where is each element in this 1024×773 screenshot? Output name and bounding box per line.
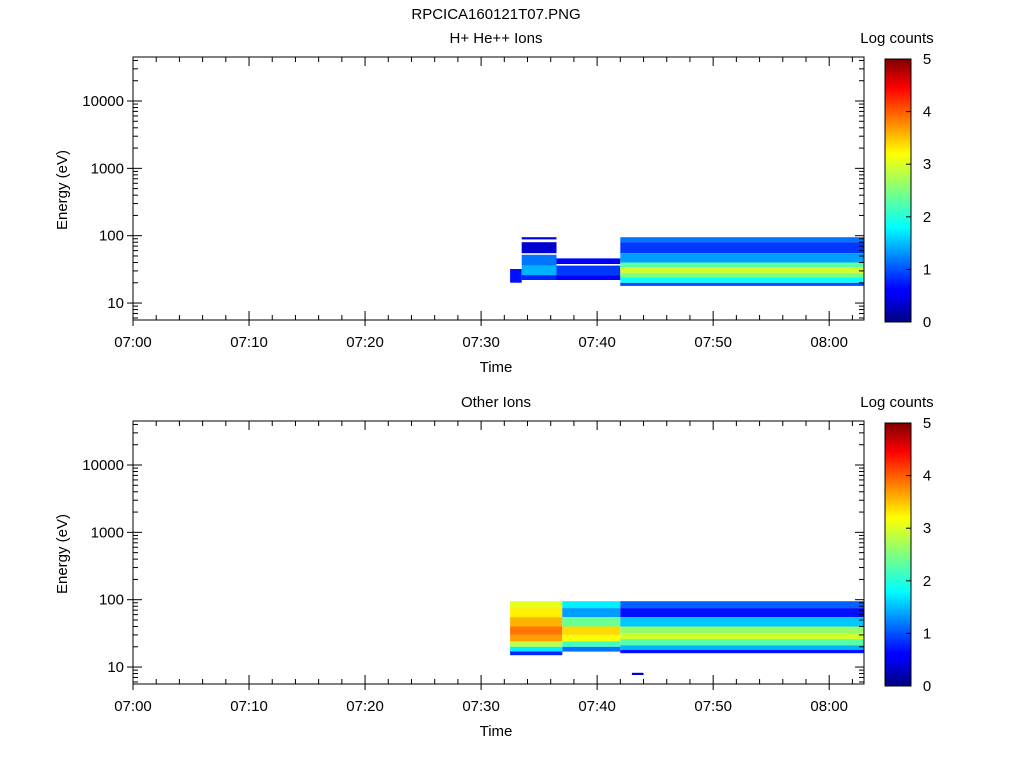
heatmap-cell [510, 269, 522, 283]
colorbar-tick-label: 4 [923, 104, 931, 121]
heatmap-cells [510, 237, 864, 286]
heatmap-cell [556, 258, 621, 264]
colorbar-tick-label: 2 [923, 573, 931, 590]
heatmap-cell [562, 626, 621, 635]
heatmap-cell [521, 254, 557, 266]
heatmap-cell [510, 646, 563, 652]
heatmap-cell [556, 275, 621, 280]
heatmap-cell [521, 237, 557, 240]
heatmap-cell [562, 634, 621, 642]
figure-title: RPCICA160121T07.PNG [411, 6, 580, 23]
heatmap-cell [620, 272, 864, 278]
x-tick-label: 07:40 [578, 334, 616, 351]
colorbar-gradient [884, 422, 912, 687]
x-tick-label: 07:20 [346, 334, 384, 351]
heatmap-cell [521, 275, 557, 280]
x-tick-label: 07:10 [230, 334, 268, 351]
colorbar-label: Log counts [860, 394, 933, 411]
heatmap-cell [620, 626, 864, 633]
colorbar-gradient [884, 58, 912, 323]
colorbar: 0 1 2 3 4 5 [884, 51, 931, 331]
colorbar-tick-label: 0 [923, 678, 931, 695]
heatmap-cell [620, 608, 864, 618]
colorbar-tick-label: 2 [923, 209, 931, 226]
heatmap-cell [620, 253, 864, 263]
x-axis-label: Time [480, 359, 513, 376]
colorbar-tick-label: 1 [923, 625, 931, 642]
panel-h-he-ions: H+ He++ Ions Energy (eV) Time Log counts… [54, 30, 934, 376]
x-tick-label: 07:30 [462, 698, 500, 715]
heatmap-cell [620, 242, 864, 254]
colorbar-tick-label: 4 [923, 468, 931, 485]
heatmap-cell [620, 639, 864, 646]
heatmap-cell [510, 641, 563, 647]
colorbar-tick-label: 1 [923, 261, 931, 278]
x-tick-label: 07:30 [462, 334, 500, 351]
heatmap-cell [562, 601, 621, 609]
y-tick-label: 10000 [82, 93, 124, 110]
heatmap-cell [562, 641, 621, 647]
heatmap-cell [510, 634, 563, 642]
y-tick-label: 100 [99, 592, 124, 609]
heatmap-cell [510, 626, 563, 635]
axes: 07:00 07:10 07:20 07:30 07:40 07:50 08:00 10 100… [82, 420, 865, 715]
heatmap-cell [620, 633, 864, 640]
colorbar: 0 1 2 3 4 5 [884, 415, 931, 695]
heatmap-cell [510, 608, 563, 618]
y-tick-label: 10 [107, 659, 124, 676]
x-tick-label: 07:10 [230, 698, 268, 715]
y-tick-label: 10000 [82, 457, 124, 474]
y-tick-label: 1000 [91, 160, 124, 177]
x-tick-label: 07:50 [694, 698, 732, 715]
heatmap-cell [631, 672, 644, 675]
heatmap-cell [620, 649, 864, 654]
panel-title: Other Ions [461, 394, 531, 411]
colorbar-tick-label: 5 [923, 415, 931, 432]
heatmap-cell [620, 267, 864, 273]
y-axis-label: Energy (eV) [54, 514, 71, 594]
heatmap-cell [556, 265, 621, 276]
x-tick-label: 07:20 [346, 698, 384, 715]
x-tick-label: 08:00 [810, 698, 848, 715]
x-tick-label: 07:00 [114, 334, 152, 351]
heatmap-cell [620, 262, 864, 268]
heatmap-cell [510, 651, 563, 656]
panel-title: H+ He++ Ions [450, 30, 543, 47]
x-tick-label: 07:40 [578, 698, 616, 715]
heatmap-cells [510, 601, 864, 675]
x-tick-label: 07:50 [694, 334, 732, 351]
y-tick-label: 100 [99, 228, 124, 245]
x-tick-label: 07:00 [114, 698, 152, 715]
colorbar-tick-label: 3 [923, 156, 931, 173]
heatmap-cell [620, 645, 864, 650]
heatmap-cell [620, 282, 864, 286]
y-tick-label: 10 [107, 295, 124, 312]
colorbar-tick-label: 5 [923, 51, 931, 68]
heatmap-cell [510, 617, 563, 627]
heatmap-cell [620, 617, 864, 627]
colorbar-tick-label: 3 [923, 520, 931, 537]
heatmap-cell [562, 608, 621, 618]
heatmap-cell [620, 601, 864, 609]
heatmap-cell [521, 265, 557, 276]
axes: 07:00 07:10 07:20 07:30 07:40 07:50 08:00 10 100… [82, 56, 865, 351]
panel-other-ions: Other Ions Energy (eV) Time Log counts 0… [54, 394, 934, 740]
colorbar-tick-label: 0 [923, 314, 931, 331]
heatmap-cell [620, 237, 864, 243]
heatmap-cell [562, 617, 621, 627]
heatmap-cell [510, 601, 563, 609]
y-tick-label: 1000 [91, 524, 124, 541]
heatmap-cell [521, 242, 557, 254]
x-tick-label: 08:00 [810, 334, 848, 351]
colorbar-label: Log counts [860, 30, 933, 47]
y-axis-label: Energy (eV) [54, 150, 71, 230]
x-axis-label: Time [480, 723, 513, 740]
heatmap-cell [562, 646, 621, 652]
heatmap-cell [620, 277, 864, 283]
